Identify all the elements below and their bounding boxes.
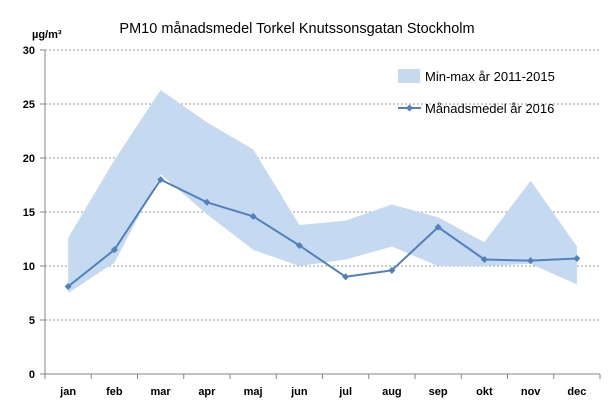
y-tick-label: 0 bbox=[29, 369, 35, 381]
series-point bbox=[249, 212, 257, 220]
axes-layer bbox=[40, 49, 601, 379]
x-tick-label: dec bbox=[567, 386, 586, 398]
series-point bbox=[527, 257, 535, 265]
y-tick-label: 5 bbox=[29, 315, 35, 327]
series-point bbox=[157, 176, 165, 184]
series-point bbox=[434, 223, 442, 231]
y-axis-unit-label: µg/m³ bbox=[32, 29, 62, 41]
x-tick-label: jun bbox=[290, 386, 308, 398]
legend-series-label: Månadsmedel år 2016 bbox=[425, 101, 554, 116]
legend-line-marker bbox=[406, 104, 413, 112]
series-point bbox=[110, 246, 118, 254]
min-max-band bbox=[68, 89, 577, 294]
x-tick-label: apr bbox=[198, 386, 216, 398]
legend-band-swatch bbox=[398, 69, 420, 83]
x-tick-label: nov bbox=[521, 386, 541, 398]
y-tick-label: 30 bbox=[23, 45, 35, 57]
series-line bbox=[67, 178, 577, 288]
legend-band-label: Min-max år 2011-2015 bbox=[425, 69, 555, 84]
x-tick-label: maj bbox=[244, 386, 263, 398]
min-max-band-layer bbox=[68, 89, 577, 294]
x-tick-label: sep bbox=[429, 386, 448, 398]
series-point bbox=[64, 283, 72, 291]
series-point bbox=[342, 273, 350, 281]
monthly-mean-series-layer bbox=[64, 176, 581, 291]
y-tick-label: 25 bbox=[23, 99, 35, 111]
x-tick-label: jan bbox=[59, 386, 76, 398]
x-tick-label: jul bbox=[338, 386, 352, 398]
x-tick-label: feb bbox=[106, 386, 123, 398]
chart-title: PM10 månadsmedel Torkel Knutssonsgatan S… bbox=[119, 21, 474, 37]
y-tick-label: 10 bbox=[23, 261, 35, 273]
series-point bbox=[203, 198, 211, 206]
series-point bbox=[388, 266, 396, 274]
x-tick-label: okt bbox=[476, 386, 493, 398]
series-point bbox=[573, 254, 581, 262]
series-point bbox=[480, 256, 488, 264]
tick-labels: 0 5 10 15 20 25 30 jan feb mar apr maj jun jul aug sep o… bbox=[23, 45, 587, 398]
legend: Min-max år 2011-2015 Månadsmedel år 2016 bbox=[398, 69, 555, 116]
y-tick-label: 20 bbox=[23, 153, 35, 165]
x-tick-label: aug bbox=[382, 386, 402, 398]
series-point bbox=[295, 241, 303, 249]
x-tick-label: mar bbox=[151, 386, 172, 398]
y-tick-label: 15 bbox=[23, 207, 35, 219]
